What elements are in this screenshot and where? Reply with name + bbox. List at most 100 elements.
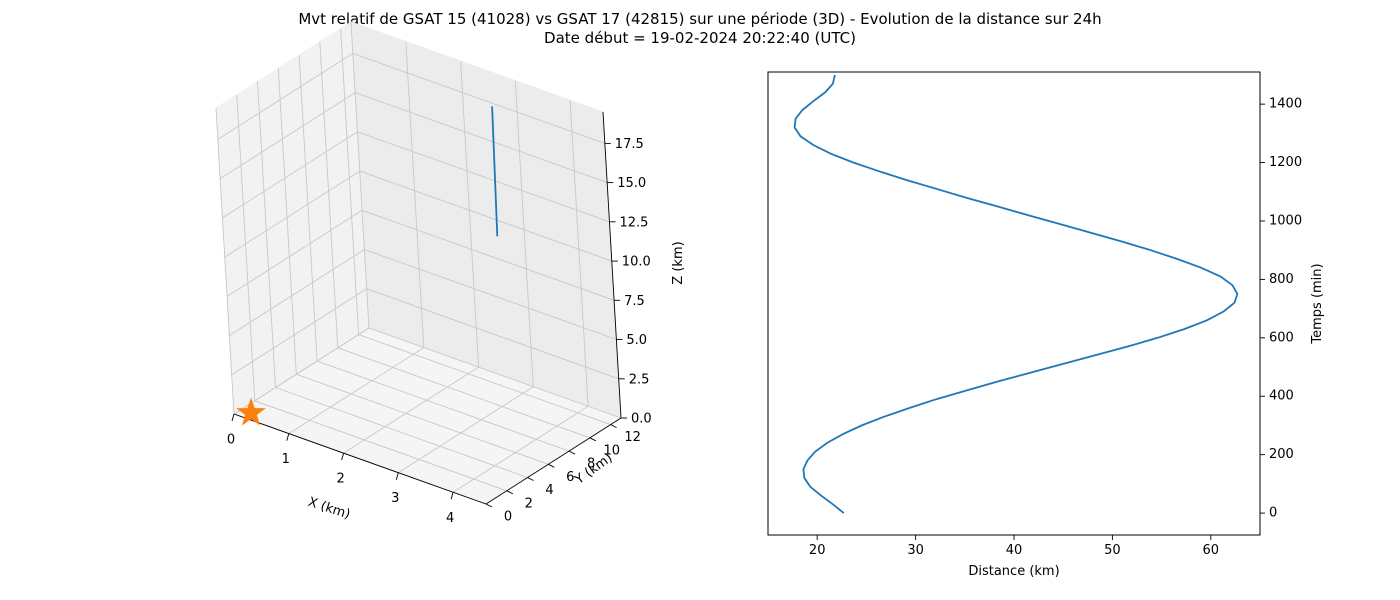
grid-3d-y-wall — [340, 28, 360, 335]
grid-3d-y-floor — [358, 334, 611, 426]
z-tick-label-3d: 0.0 — [631, 412, 652, 427]
data-3d — [236, 106, 499, 426]
y-tick-label-2d: 200 — [1269, 447, 1294, 462]
x-tick-3d — [395, 472, 399, 480]
x-tick-label-2d: 50 — [1104, 543, 1121, 558]
grid-3d-z-wall-y — [359, 170, 612, 262]
x-axis-line-3d — [233, 413, 487, 505]
y-tick-3d — [485, 503, 493, 508]
grid-3d-x-floor — [288, 347, 425, 434]
grid-3d-y-floor — [337, 347, 590, 439]
grid-3d-z-wall-x — [217, 53, 354, 140]
grid-3d-y-floor — [275, 387, 528, 478]
x-tick-label-3d: 0 — [227, 433, 235, 448]
grid-3d-x-wall — [514, 80, 534, 387]
grid-3d-z-wall-x — [226, 209, 363, 297]
z-tick-label-3d: 12.5 — [620, 215, 649, 230]
grid-3d-x-floor — [398, 386, 534, 474]
y-tick-label-3d: 10 — [604, 443, 621, 458]
distance-curve — [793, 74, 1239, 514]
x-tick-label-3d: 1 — [282, 452, 290, 467]
y-tick-3d — [506, 490, 514, 495]
x-tick-label-2d: 40 — [1006, 543, 1023, 558]
z-tick-label-3d: 7.5 — [624, 294, 645, 309]
y-tick-3d — [589, 437, 597, 442]
z-tick-label-3d: 10.0 — [622, 255, 651, 270]
grid-3d-x-wall — [350, 21, 370, 329]
x-axis-label-2d: Distance (km) — [968, 564, 1059, 579]
grid-3d-z-wall-x — [222, 131, 358, 219]
grid-3d-x-floor — [343, 366, 479, 454]
grid-3d-z-wall-y — [352, 52, 605, 144]
y-tick-label-3d: 12 — [624, 430, 641, 445]
grid-3d-y-wall — [257, 81, 276, 388]
y-tick-label-2d: 0 — [1269, 506, 1277, 521]
y-tick-3d — [568, 450, 576, 455]
z-axis-label-3d: Z (km) — [671, 241, 686, 284]
x-tick-3d — [450, 492, 454, 500]
grid-3d-x-wall — [405, 41, 425, 348]
grid-3d — [215, 21, 622, 505]
origin-star-marker — [236, 397, 266, 426]
grid-3d-y-floor — [296, 373, 549, 465]
x-tick-3d — [341, 452, 345, 461]
series-line-3d — [491, 106, 499, 237]
x-tick-3d — [286, 433, 290, 441]
z-tick-label-3d: 2.5 — [629, 372, 650, 387]
x-tick-label-2d: 60 — [1203, 543, 1220, 558]
y-tick-3d — [610, 424, 617, 429]
axes-3d — [233, 111, 622, 505]
y-tick-label-3d: 2 — [525, 496, 533, 511]
grid-3d-x-floor — [452, 405, 589, 493]
y-tick-label-3d: 8 — [587, 457, 595, 472]
grid-3d-z-wall-x — [233, 327, 370, 415]
x-tick-3d — [231, 413, 235, 422]
grid-3d-y-wall — [277, 68, 297, 375]
x-tick-label-2d: 20 — [809, 543, 826, 558]
grid-3d-z-wall-y — [355, 92, 608, 184]
grid-3d-z-wall-y — [357, 131, 610, 223]
grid-3d-y-wall — [298, 55, 318, 362]
z-tick-label-3d: 5.0 — [626, 333, 647, 348]
y-axis-label-2d: Temps (min) — [1310, 263, 1325, 344]
y-tick-label-2d: 1400 — [1269, 97, 1302, 112]
grid-3d-y-wall — [236, 94, 256, 401]
grid-3d-x-wall — [460, 61, 480, 368]
grid-3d-y-floor — [316, 360, 570, 452]
grid-3d-z-wall-y — [368, 327, 622, 419]
z-tick-label-3d: 15.0 — [617, 176, 646, 191]
y-tick-3d — [527, 477, 534, 481]
y-tick-label-3d: 6 — [566, 470, 574, 485]
grid-3d-y-wall — [319, 41, 339, 348]
figure-title: Mvt relatif de GSAT 15 (41028) vs GSAT 1… — [298, 10, 1102, 28]
x-axis-label-3d: X (km) — [306, 495, 352, 523]
y-tick-3d — [548, 463, 555, 468]
x-tick-label-3d: 4 — [446, 511, 454, 526]
grid-3d-y-floor — [254, 400, 507, 492]
grid-3d-z-wall-y — [366, 288, 619, 380]
figure-subtitle: Date début = 19-02-2024 20:22:40 (UTC) — [544, 29, 856, 47]
grid-3d-z-wall-y — [361, 209, 615, 301]
y-axis-line-3d — [485, 417, 622, 505]
grid-3d-z-wall-x — [219, 92, 356, 179]
plot-frame-2d — [767, 71, 1261, 536]
grid-3d-z-wall-y — [364, 249, 617, 340]
grid-3d-z-wall-x — [224, 170, 361, 258]
y-tick-label-2d: 600 — [1269, 330, 1294, 345]
y-tick-label-2d: 800 — [1269, 272, 1294, 287]
x-tick-label-2d: 30 — [907, 543, 924, 558]
z-axis-line-3d — [602, 111, 622, 419]
z-tick-label-3d: 17.5 — [615, 137, 644, 152]
x-tick-label-3d: 2 — [336, 472, 344, 487]
y-tick-label-2d: 1000 — [1269, 213, 1302, 228]
grid-3d-z-wall-x — [231, 288, 367, 376]
grid-3d-x-wall — [569, 100, 589, 407]
y-tick-label-3d: 4 — [545, 483, 553, 498]
y-tick-label-2d: 1200 — [1269, 155, 1302, 170]
y-tick-label-2d: 400 — [1269, 389, 1294, 404]
